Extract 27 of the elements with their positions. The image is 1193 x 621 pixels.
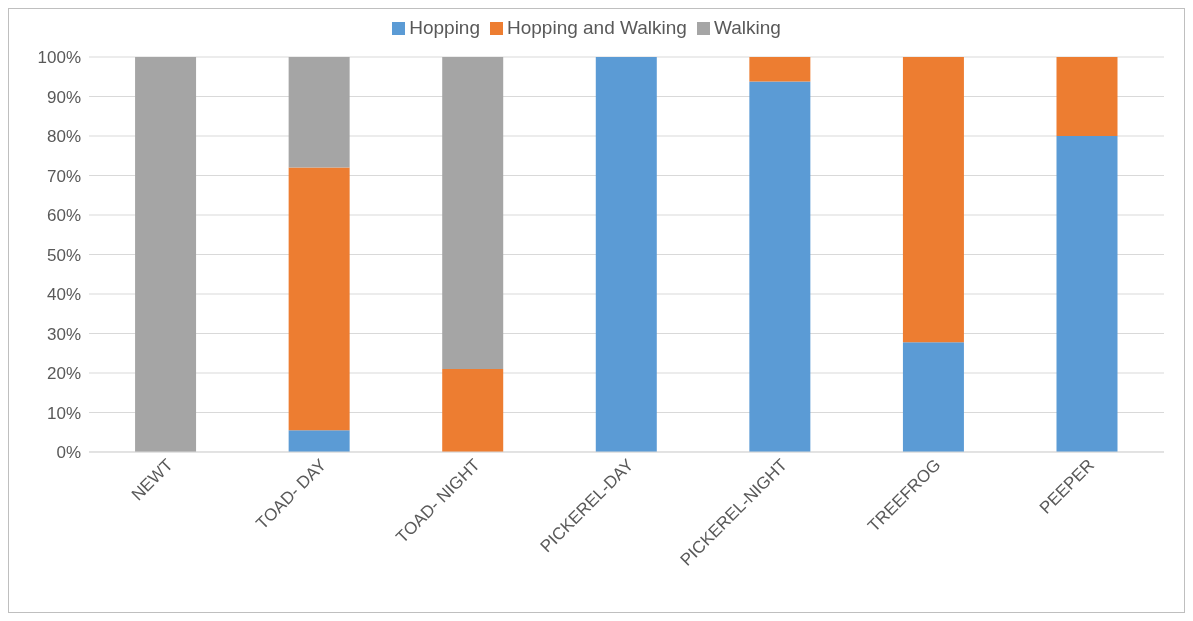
bar — [749, 81, 811, 452]
y-tick-label: 50% — [46, 245, 81, 265]
y-tick-label: 0% — [56, 443, 81, 463]
bar — [1056, 136, 1118, 452]
y-tick-label: 100% — [37, 48, 81, 68]
bar — [288, 57, 350, 168]
bar — [442, 57, 504, 370]
legend-label: Hopping and Walking — [507, 17, 687, 38]
bar — [288, 167, 350, 431]
bar — [902, 57, 964, 343]
y-tick-label: 60% — [46, 206, 81, 226]
legend-label: Walking — [713, 17, 781, 38]
bar — [902, 342, 964, 452]
legend-label: Hopping — [409, 17, 480, 38]
y-tick-label: 90% — [46, 87, 81, 107]
bar — [1056, 57, 1118, 136]
bar — [595, 57, 657, 452]
bar — [442, 369, 504, 452]
y-tick-label: 40% — [46, 285, 81, 305]
y-tick-label: 30% — [46, 324, 81, 344]
bar — [749, 57, 811, 82]
y-tick-label: 70% — [46, 166, 81, 186]
bar — [135, 57, 197, 452]
y-tick-label: 20% — [46, 364, 81, 384]
y-tick-label: 80% — [46, 127, 81, 147]
bar — [288, 430, 350, 452]
y-tick-label: 10% — [46, 403, 81, 423]
